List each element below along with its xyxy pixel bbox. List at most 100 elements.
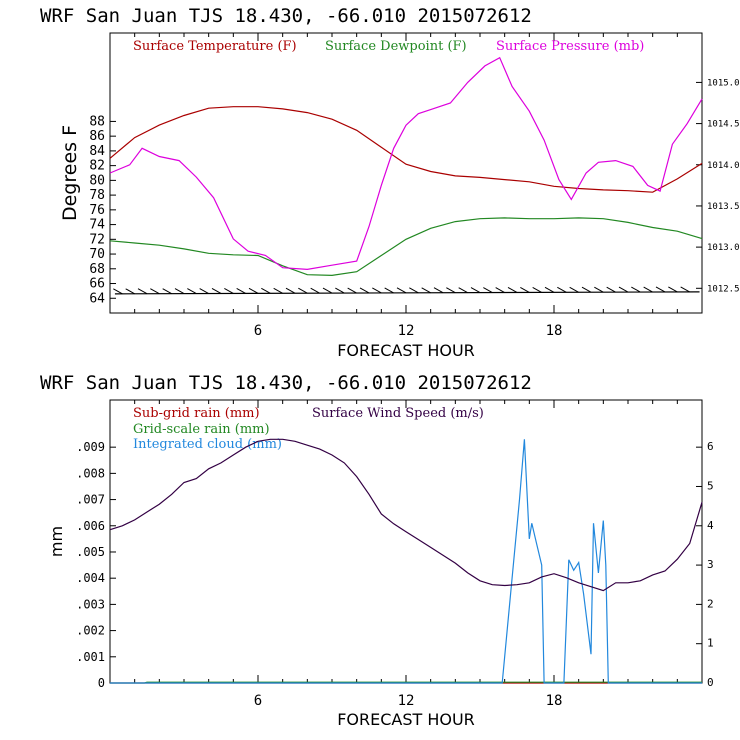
wind-barb	[643, 286, 653, 293]
y-axis-label: mm	[47, 526, 66, 557]
wind-barb	[113, 288, 123, 295]
y2-tick-label: 1013.5	[707, 202, 740, 212]
wind-barb	[335, 287, 345, 294]
wind-barb	[322, 287, 333, 294]
wind-barb	[557, 286, 567, 293]
series-surface-pressure-mb-line	[109, 56, 703, 271]
wind-barb	[125, 288, 135, 295]
y-tick-label: 74	[89, 218, 105, 233]
wind-barb	[359, 287, 370, 294]
y-tick-label: 80	[89, 173, 105, 188]
wind-barb	[211, 288, 222, 294]
wind-barb	[680, 286, 690, 293]
chart-panel-2: WRF San Juan TJS 18.430, -66.010 2015072…	[40, 372, 714, 729]
wind-barb	[396, 287, 407, 294]
wind-barb	[285, 287, 296, 294]
wind-barb	[273, 287, 283, 294]
legend-entry: Surface Wind Speed (m/s)	[312, 406, 484, 421]
y-tick-label: .006	[76, 519, 105, 533]
legend-entry: Surface Pressure (mb)	[496, 39, 644, 54]
x-tick-label: 12	[398, 693, 415, 709]
y2-tick-label: 6	[707, 440, 714, 453]
wind-barb	[421, 287, 431, 294]
wind-barb	[236, 287, 246, 294]
wind-barb	[458, 287, 468, 294]
wind-barb	[470, 287, 481, 294]
wind-barb	[446, 287, 456, 294]
y2-tick-label: 0	[707, 676, 714, 689]
wind-barb	[544, 286, 555, 293]
wind-barb	[347, 287, 357, 294]
y-tick-label: 0	[98, 676, 105, 690]
chart-title: WRF San Juan TJS 18.430, -66.010 2015072…	[40, 372, 532, 394]
wind-barb	[261, 287, 271, 294]
wind-barb	[507, 287, 518, 293]
wind-barb	[532, 286, 542, 293]
y2-tick-label: 2	[707, 597, 714, 610]
x-tick-label: 18	[546, 323, 563, 339]
y-tick-label: 88	[89, 114, 105, 129]
wind-barb	[631, 286, 641, 293]
legend-entry: Surface Dewpoint (F)	[325, 39, 467, 54]
y2-tick-label: 1014.0	[707, 161, 740, 171]
y-tick-label: .004	[76, 571, 105, 585]
y-tick-label: .007	[76, 493, 105, 507]
y-tick-label: .003	[76, 597, 105, 611]
y2-tick-label: 3	[707, 558, 714, 571]
x-axis-label: FORECAST HOUR	[337, 341, 475, 360]
y2-tick-label: 4	[707, 519, 714, 532]
series-surface-temperature-f-line	[109, 106, 703, 193]
y2-tick-label: 1013.0	[707, 243, 740, 253]
wind-barb	[310, 287, 320, 294]
y2-tick-label: 1015.0	[707, 78, 740, 88]
wind-barb	[668, 286, 678, 293]
series-integrated-cloud-mm-line	[110, 439, 702, 684]
x-tick-label: 6	[254, 693, 262, 709]
wind-barb	[618, 286, 629, 293]
wind-barb	[298, 287, 308, 294]
wind-barb	[520, 286, 530, 293]
wind-barb	[606, 286, 616, 293]
y-tick-label: 70	[89, 247, 105, 262]
y-tick-label: 68	[89, 262, 105, 277]
y2-tick-label: 1014.5	[707, 120, 740, 130]
legend-entry: Integrated cloud (mm)	[133, 437, 282, 452]
wind-barb	[137, 288, 148, 295]
plot-frame	[109, 32, 703, 314]
x-tick-label: 12	[398, 323, 415, 339]
wind-barb	[495, 287, 505, 293]
wind-barb	[187, 288, 197, 294]
y-tick-label: 78	[89, 188, 105, 203]
y-tick-label: .002	[76, 624, 105, 638]
y-tick-label: .001	[76, 650, 105, 664]
legend-entry: Sub-grid rain (mm)	[133, 406, 260, 421]
wind-barb	[372, 287, 382, 294]
wind-barb	[433, 287, 444, 294]
y-axis-label: Degrees F	[59, 125, 81, 221]
wind-barb	[483, 287, 493, 293]
y-tick-label: 86	[89, 129, 105, 144]
wind-barb	[248, 287, 259, 294]
y2-tick-label: 1	[707, 637, 714, 650]
wind-barb	[174, 288, 185, 295]
wind-barb	[224, 287, 234, 294]
y-tick-label: .008	[76, 466, 105, 480]
wind-barb	[569, 286, 579, 293]
y-tick-label: 64	[89, 291, 105, 306]
y-tick-label: 66	[89, 277, 105, 292]
legend-entry: Surface Temperature (F)	[133, 39, 297, 54]
wind-barb	[162, 288, 172, 295]
y2-tick-label: 5	[707, 479, 714, 492]
y2-tick-label: 1012.5	[707, 284, 740, 294]
legend-entry: Grid-scale rain (mm)	[133, 422, 270, 437]
chart-panel-1: WRF San Juan TJS 18.430, -66.010 2015072…	[40, 5, 740, 360]
x-axis-label: FORECAST HOUR	[337, 710, 475, 729]
chart-title: WRF San Juan TJS 18.430, -66.010 2015072…	[40, 5, 532, 27]
x-tick-label: 6	[254, 323, 262, 339]
y-tick-label: 72	[89, 232, 105, 247]
series-surface-wind-speed-m-s-line	[109, 438, 703, 592]
wind-barb	[655, 286, 666, 293]
y-tick-label: .009	[76, 440, 105, 454]
y-tick-label: 82	[89, 159, 105, 174]
